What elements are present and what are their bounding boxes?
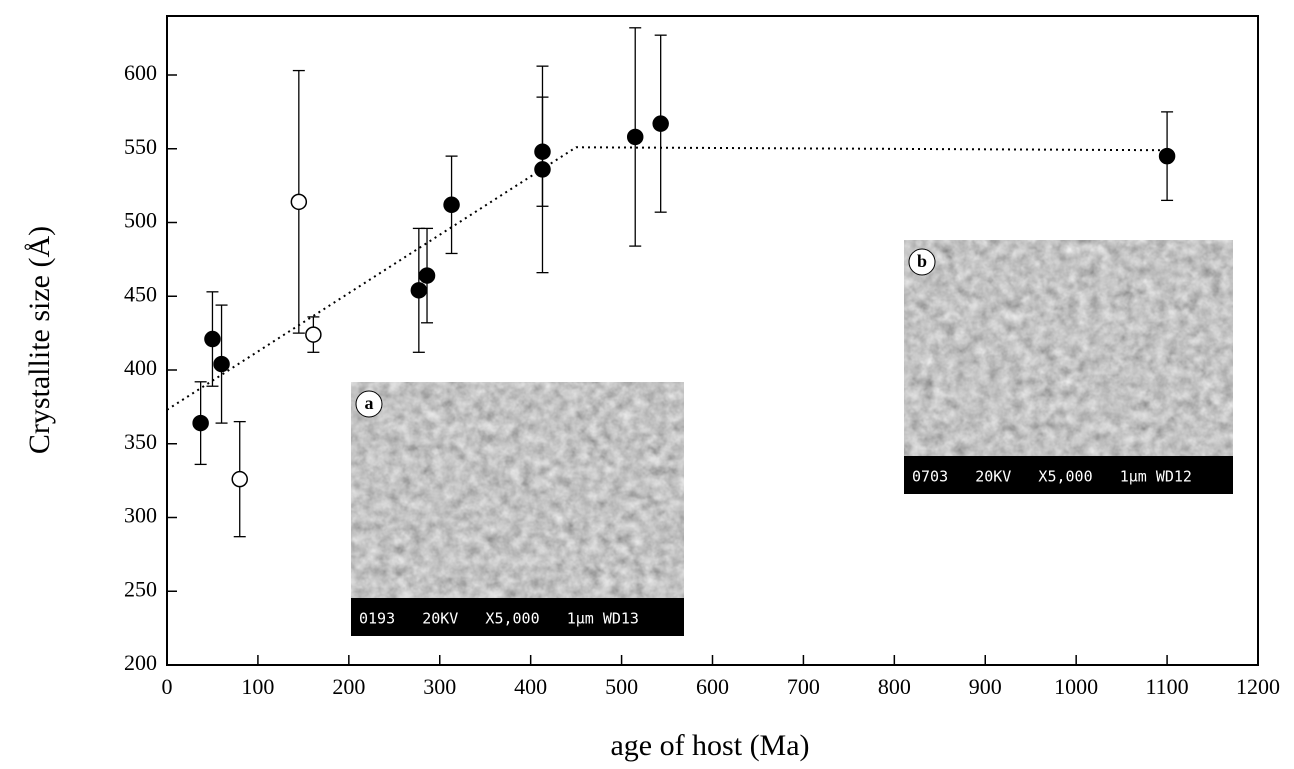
x-tick-label: 200: [332, 674, 365, 699]
plot-layer: 0 100 200 300 400 500 600 700 800 900 1000 1100 1200…: [124, 28, 1280, 699]
y-tick-label: 450: [124, 281, 157, 306]
y-tick-label: 250: [124, 576, 157, 601]
x-tick-label: 100: [241, 674, 274, 699]
x-tick-label: 800: [878, 674, 911, 699]
point: [1160, 149, 1175, 164]
point: [214, 357, 229, 372]
x-tick-label: 300: [423, 674, 456, 699]
inset-label: a: [365, 393, 374, 413]
y-tick-label: 300: [124, 503, 157, 528]
point: [420, 268, 435, 283]
point: [291, 194, 306, 209]
x-tick-label: 700: [787, 674, 820, 699]
point: [232, 472, 247, 487]
chart: age of host (Ma) Crystallite size (Å) 01…: [0, 0, 1294, 764]
x-tick-label: 1100: [1145, 674, 1188, 699]
inset: 0193 20KV X5,000 1µm WD13 a: [351, 382, 684, 636]
point: [411, 283, 426, 298]
point: [306, 327, 321, 342]
point: [205, 332, 220, 347]
x-tick-label: 400: [514, 674, 547, 699]
x-tick-label: 500: [605, 674, 638, 699]
y-tick-label: 550: [124, 134, 157, 159]
y-axis-title: Crystallite size (Å): [23, 226, 56, 454]
x-tick-label: 600: [696, 674, 729, 699]
y-tick-label: 400: [124, 355, 157, 380]
y-tick-label: 200: [124, 650, 157, 675]
point: [628, 129, 643, 144]
point: [444, 197, 459, 212]
inset: 0703 20KV X5,000 1µm WD12 b: [904, 240, 1233, 494]
inset-image: [904, 240, 1233, 456]
x-tick-label: 1000: [1054, 674, 1098, 699]
point: [535, 162, 550, 177]
x-tick-label: 0: [162, 674, 173, 699]
point: [193, 416, 208, 431]
x-tick-label: 900: [969, 674, 1002, 699]
y-tick-label: 600: [124, 60, 157, 85]
y-tick-label: 350: [124, 429, 157, 454]
inset-image: [351, 382, 684, 598]
x-tick-label: 1200: [1236, 674, 1280, 699]
x-axis-title: age of host (Ma): [610, 729, 809, 762]
inset-caption: 0703 20KV X5,000 1µm WD12: [912, 468, 1192, 486]
point: [653, 116, 668, 131]
y-tick-label: 500: [124, 208, 157, 233]
inset-caption: 0193 20KV X5,000 1µm WD13: [359, 610, 639, 628]
inset-label: b: [917, 251, 927, 271]
